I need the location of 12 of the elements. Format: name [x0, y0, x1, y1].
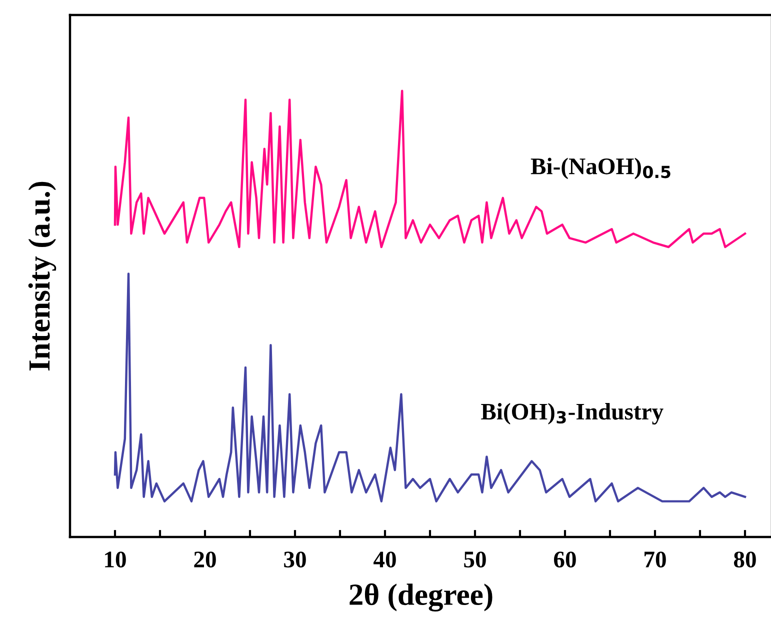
x-tick-label: 10 — [105, 552, 126, 568]
x-tick-label: 40 — [374, 552, 396, 568]
series-label: Bi(OH)$_{3}$-Industry — [481, 403, 664, 425]
x-axis-title: 2θ (degree) — [350, 583, 492, 612]
x-tick-label: 60 — [554, 552, 576, 568]
x-tick-label: 50 — [464, 552, 486, 568]
x-tick-label: 20 — [194, 552, 216, 568]
series-label: Bi-(NaOH)$_{0.5}$ — [530, 158, 670, 180]
x-tick-label: 30 — [284, 552, 306, 568]
x-tick-label: 80 — [734, 552, 756, 568]
y-axis-title: Intensity (a.u.) — [28, 182, 56, 370]
x-tick-label: 70 — [644, 552, 666, 568]
